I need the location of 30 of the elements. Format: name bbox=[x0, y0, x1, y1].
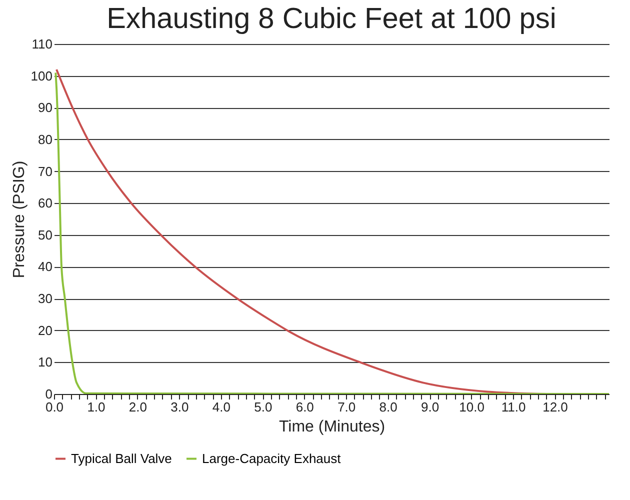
y-tick-label: 50 bbox=[38, 227, 52, 242]
x-tick-label: 5.0 bbox=[254, 400, 272, 414]
x-tick-label: 2.0 bbox=[128, 400, 147, 414]
x-tick-label: 9.0 bbox=[421, 400, 440, 414]
y-tick-label: 20 bbox=[38, 322, 52, 338]
x-tick-label: 8.0 bbox=[379, 400, 398, 414]
y-tick-label: 110 bbox=[32, 36, 52, 52]
x-axis-title: Time (Minutes) bbox=[278, 418, 386, 436]
y-tick-label: 60 bbox=[38, 196, 52, 211]
y-tick-label: 100 bbox=[30, 68, 52, 84]
y-tick-label: 10 bbox=[38, 354, 52, 370]
legend-label: Typical Ball Valve bbox=[71, 450, 172, 466]
y-tick-label: 40 bbox=[38, 259, 52, 274]
x-tick-label: 6.0 bbox=[296, 400, 314, 414]
x-tick-label: 4.0 bbox=[212, 400, 230, 414]
x-tick-label: 7.0 bbox=[338, 400, 356, 414]
y-tick-label: 80 bbox=[38, 132, 52, 147]
x-tick-label: 1.0 bbox=[87, 400, 106, 414]
legend-label: Large-Capacity Exhaust bbox=[202, 450, 342, 466]
x-tick-label: 0.0 bbox=[45, 400, 64, 414]
x-tick-label: 12.0 bbox=[542, 400, 568, 414]
x-tick-label: 10.0 bbox=[459, 400, 484, 414]
y-axis-title: Pressure (PSIG) bbox=[10, 160, 28, 278]
y-tick-label: 70 bbox=[38, 164, 52, 179]
y-tick-label: 0 bbox=[45, 386, 52, 402]
x-tick-label: 11.0 bbox=[501, 400, 526, 414]
y-tick-label: 30 bbox=[38, 291, 52, 306]
y-tick-label: 90 bbox=[38, 100, 52, 116]
chart-title: Exhausting 8 Cubic Feet at 100 psi bbox=[106, 3, 556, 35]
x-tick-label: 3.0 bbox=[170, 400, 189, 414]
